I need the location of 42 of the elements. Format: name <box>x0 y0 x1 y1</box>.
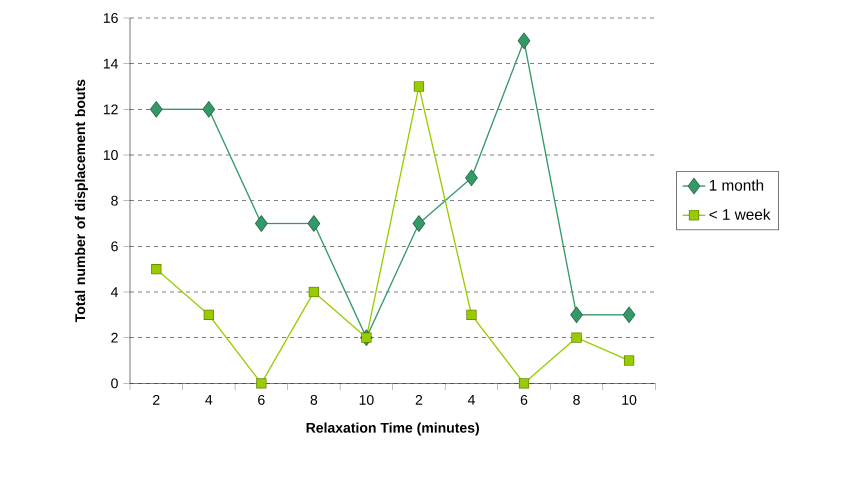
legend-label: 1 month <box>710 179 764 191</box>
point <box>255 215 268 232</box>
legend-label: < 1 week <box>709 208 771 220</box>
x-tick-label: 6 <box>258 394 265 405</box>
y-tick-label: 2 <box>111 332 118 343</box>
y-tick-label: 8 <box>111 196 118 206</box>
x-tick-label: 4 <box>468 394 475 405</box>
point <box>624 355 634 366</box>
point <box>518 32 530 50</box>
point <box>151 264 162 274</box>
point <box>570 306 583 324</box>
y-axis-title: Total number of displacement bouts <box>74 80 88 322</box>
point <box>466 310 477 320</box>
x-tick-label: 2 <box>416 394 422 405</box>
x-tick-label: 8 <box>573 394 580 405</box>
y-tick-label: 6 <box>111 241 118 252</box>
x-tick-label: 4 <box>205 394 212 405</box>
y-tick-label: 0 <box>111 378 118 388</box>
x-tick-label: 8 <box>310 394 318 405</box>
x-tick-label: 6 <box>520 394 528 405</box>
point <box>308 286 320 298</box>
point <box>204 310 214 320</box>
y-tick-label: 14 <box>104 58 118 68</box>
x-tick-label: 10 <box>622 394 636 405</box>
point <box>412 215 426 232</box>
y-tick-label: 10 <box>104 150 118 160</box>
y-tick-label: 4 <box>110 287 118 297</box>
y-tick-label: 12 <box>104 104 118 114</box>
y-tick-label: 16 <box>104 13 118 23</box>
point <box>308 215 320 232</box>
x-tick-label: 10 <box>360 394 374 405</box>
x-tick-label: 2 <box>153 394 160 405</box>
point <box>571 332 582 343</box>
point <box>414 81 424 92</box>
point <box>518 378 530 388</box>
point <box>202 100 216 118</box>
x-axis-title: Relaxation Time (minutes) <box>306 422 479 436</box>
point <box>256 378 266 388</box>
point <box>465 169 478 186</box>
point <box>622 306 636 324</box>
point <box>361 332 372 343</box>
point <box>150 100 163 118</box>
